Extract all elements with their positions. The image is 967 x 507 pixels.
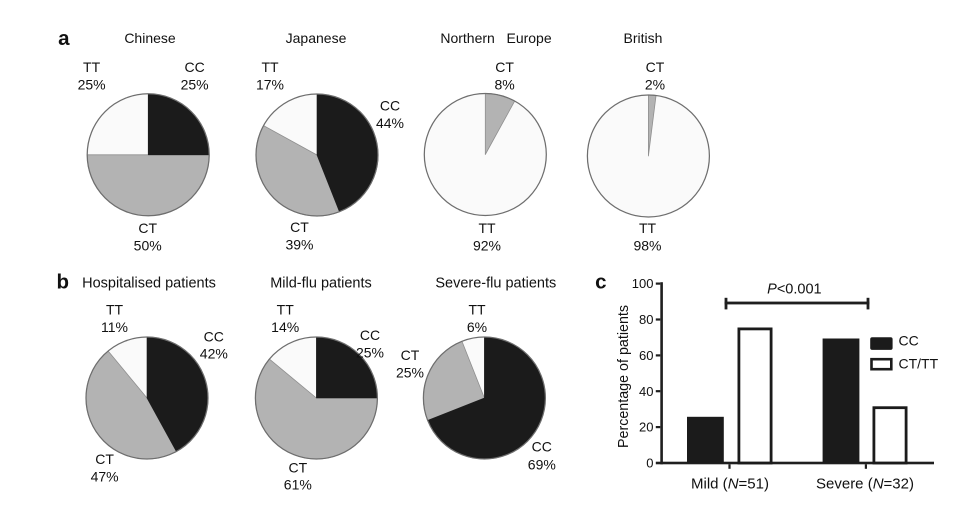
svg-text:TT: TT [639, 220, 657, 236]
svg-text:TT: TT [83, 59, 101, 75]
svg-text:TT: TT [261, 59, 279, 75]
svg-text:CC: CC [899, 333, 919, 349]
svg-text:11%: 11% [101, 319, 128, 335]
svg-text:CT: CT [646, 59, 665, 75]
svg-text:61%: 61% [284, 477, 312, 493]
svg-text:Severe-flu patients: Severe-flu patients [435, 276, 556, 292]
svg-text:b: b [57, 271, 70, 294]
svg-text:Hospitalised patients: Hospitalised patients [82, 276, 216, 292]
svg-text:25%: 25% [78, 77, 106, 93]
svg-text:44%: 44% [376, 115, 404, 131]
svg-text:TT: TT [468, 302, 486, 318]
svg-text:P<0.001: P<0.001 [767, 282, 821, 298]
svg-text:42%: 42% [200, 346, 228, 362]
svg-text:80: 80 [639, 312, 653, 327]
svg-text:Mild-flu patients: Mild-flu patients [270, 276, 372, 292]
svg-text:25%: 25% [356, 345, 384, 361]
svg-text:CT: CT [95, 451, 114, 467]
svg-text:40: 40 [639, 384, 653, 399]
svg-text:CT: CT [401, 347, 420, 363]
svg-text:8%: 8% [494, 77, 514, 93]
svg-text:17%: 17% [256, 77, 284, 93]
svg-text:2%: 2% [645, 77, 665, 93]
svg-text:CT: CT [290, 219, 309, 235]
svg-text:25%: 25% [181, 77, 209, 93]
svg-text:39%: 39% [285, 237, 313, 253]
svg-text:CT/TT: CT/TT [899, 356, 939, 372]
svg-text:Percentage of patients: Percentage of patients [616, 305, 632, 448]
svg-text:Severe (N=32): Severe (N=32) [816, 476, 914, 493]
svg-text:92%: 92% [473, 238, 501, 254]
svg-text:CT: CT [138, 220, 157, 236]
svg-text:100: 100 [632, 276, 654, 291]
svg-text:25%: 25% [396, 365, 424, 381]
svg-text:TT: TT [277, 302, 295, 318]
svg-text:CC: CC [184, 59, 204, 75]
svg-text:Mild (N=51): Mild (N=51) [691, 476, 769, 493]
svg-text:CC: CC [532, 439, 552, 455]
svg-text:Northern Europe: Northern Europe [440, 30, 551, 46]
svg-text:98%: 98% [633, 238, 661, 254]
svg-text:50%: 50% [134, 238, 162, 254]
svg-text:69%: 69% [528, 457, 556, 473]
svg-text:TT: TT [106, 302, 124, 318]
svg-text:Japanese: Japanese [286, 30, 347, 46]
svg-text:60: 60 [639, 348, 653, 363]
svg-text:CC: CC [380, 98, 400, 114]
svg-text:6%: 6% [467, 319, 487, 335]
svg-text:CT: CT [495, 59, 514, 75]
svg-text:CT: CT [288, 460, 307, 476]
svg-text:British: British [624, 30, 663, 46]
svg-text:Chinese: Chinese [124, 30, 176, 46]
svg-text:CC: CC [204, 329, 224, 345]
svg-text:47%: 47% [91, 469, 119, 485]
svg-text:14%: 14% [271, 319, 299, 335]
svg-text:a: a [58, 27, 70, 50]
svg-text:CC: CC [360, 327, 380, 343]
svg-text:TT: TT [478, 220, 496, 236]
svg-text:0: 0 [646, 456, 653, 471]
svg-text:c: c [595, 271, 606, 294]
svg-text:20: 20 [639, 420, 653, 435]
